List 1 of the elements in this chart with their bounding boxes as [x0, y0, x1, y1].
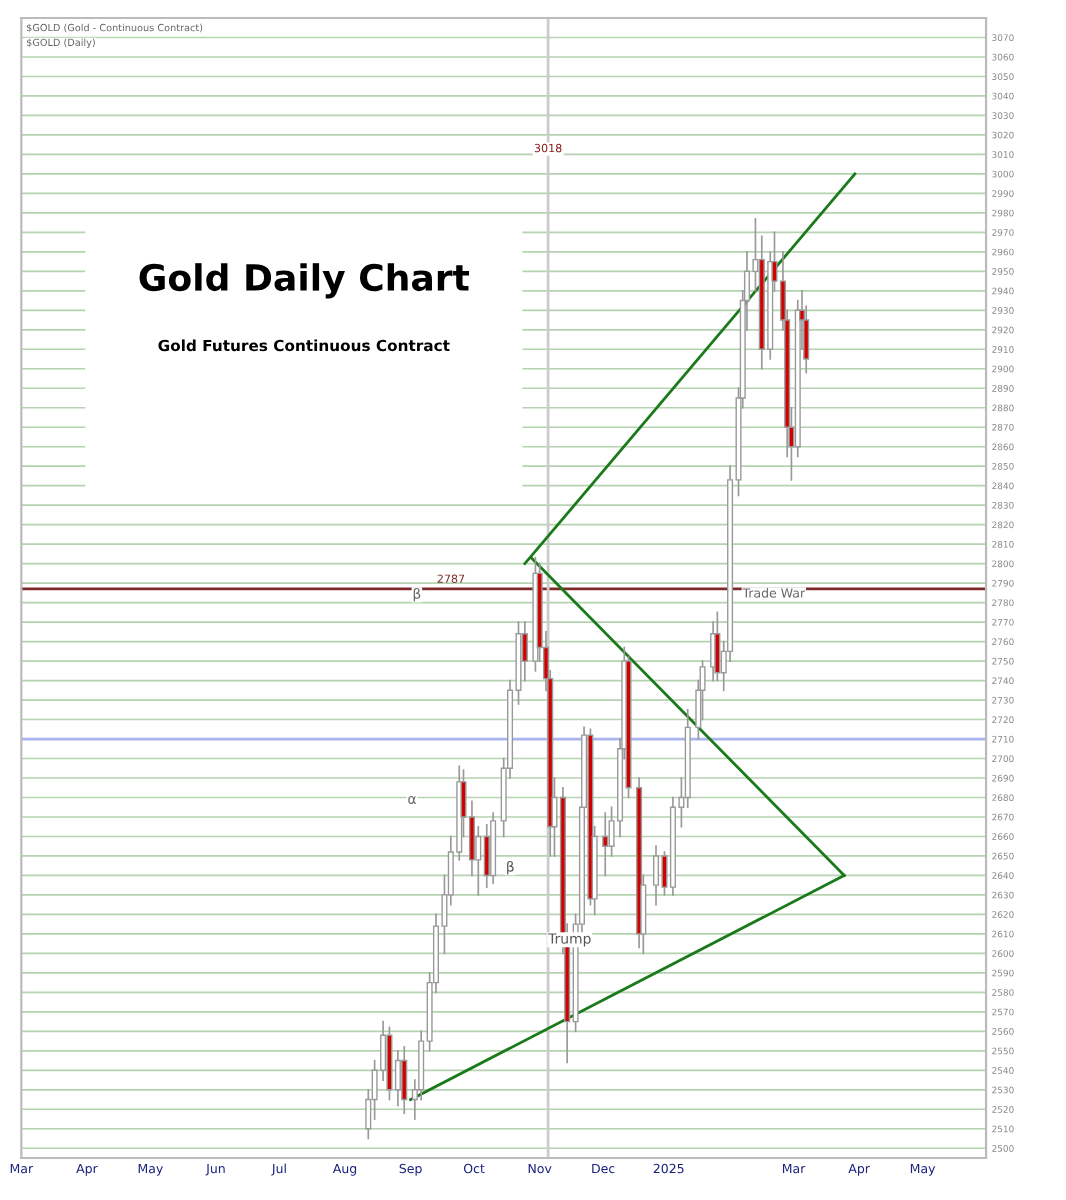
text: Gold Daily Chart — [139, 263, 470, 299]
